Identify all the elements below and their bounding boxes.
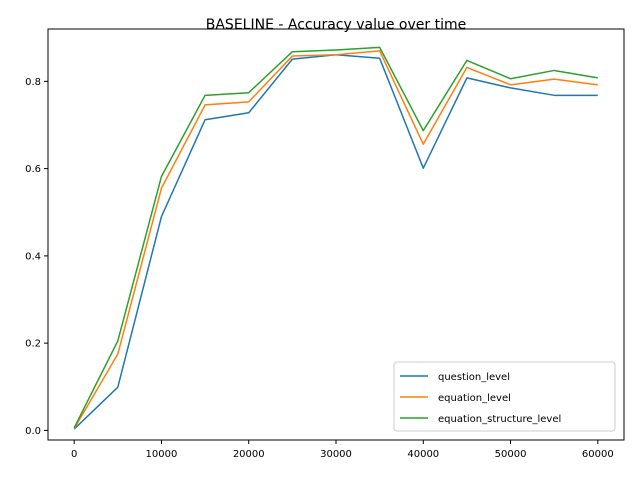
chart-title: BASELINE - Accuracy value over time bbox=[206, 17, 466, 33]
x-axis: 0 10000 20000 30000 40000 50000 60000 bbox=[71, 440, 614, 460]
legend-box bbox=[393, 361, 616, 432]
y-tick-label: 0.4 bbox=[25, 251, 41, 262]
series-line-equation_level bbox=[73, 50, 598, 430]
plot-lines bbox=[73, 46, 598, 430]
x-tick-label: 10000 bbox=[146, 449, 178, 460]
x-tick-label: 20000 bbox=[233, 449, 265, 460]
y-tick-label: 0.2 bbox=[25, 339, 41, 350]
y-axis: 0.0 0.2 0.4 0.6 0.8 bbox=[25, 77, 48, 437]
legend-label-question_level: question_level bbox=[438, 372, 510, 383]
y-tick-label: 0.8 bbox=[25, 77, 41, 88]
y-tick-label: 0.6 bbox=[25, 164, 41, 175]
y-tick-label: 0.0 bbox=[25, 426, 41, 437]
x-tick-label: 50000 bbox=[495, 449, 527, 460]
x-tick-label: 60000 bbox=[582, 449, 614, 460]
x-tick-label: 30000 bbox=[320, 449, 352, 460]
legend-label-equation_level: equation_level bbox=[438, 393, 511, 404]
legend-label-equation_structure_level: equation_structure_level bbox=[438, 414, 561, 425]
legend: question_level equation_level equation_str… bbox=[393, 361, 616, 432]
x-tick-label: 40000 bbox=[407, 449, 439, 460]
series-line-equation_structure_level bbox=[73, 46, 598, 429]
x-tick-label: 0 bbox=[71, 449, 77, 460]
